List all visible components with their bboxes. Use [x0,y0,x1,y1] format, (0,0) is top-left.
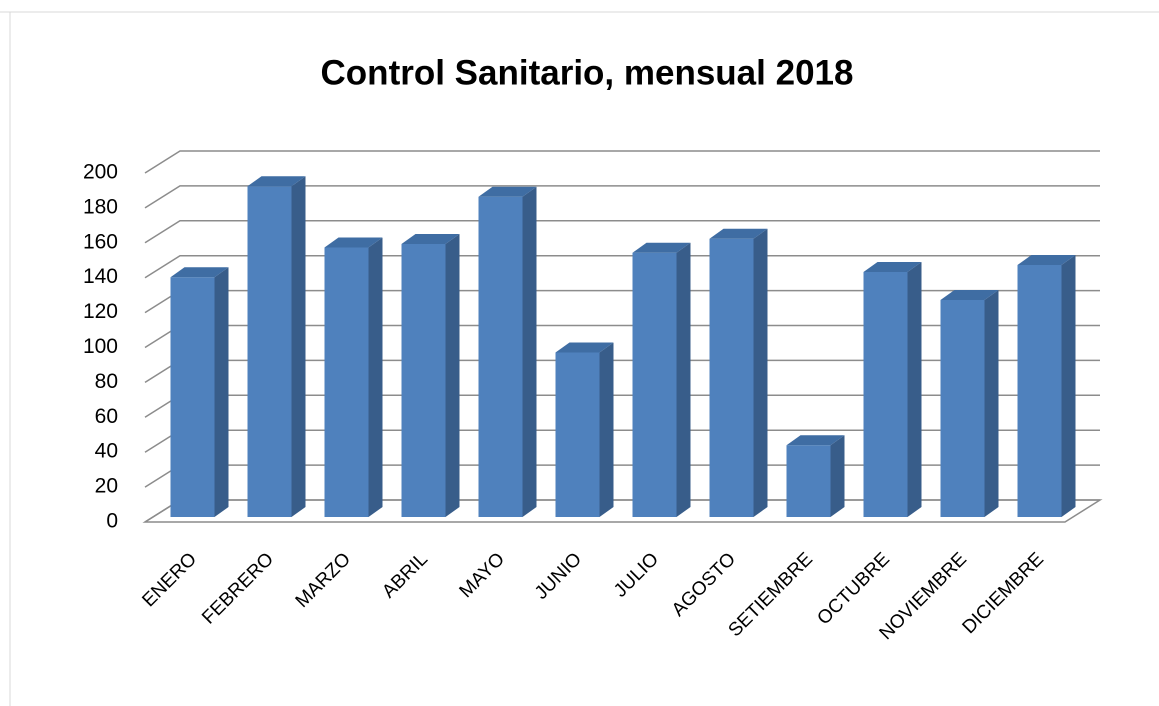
bar-front [863,272,908,517]
bar-top [1017,255,1076,265]
bar-top [632,242,691,253]
chart-title: Control Sanitario, mensual 2018 [321,53,854,92]
bar-front [170,277,215,517]
bar [709,228,768,517]
y-tick-label: 180 [83,195,118,218]
grid-line [144,220,1100,244]
bar-side [676,242,691,517]
bar-top [709,228,768,239]
y-tick-label: 200 [83,161,118,184]
bar-side [599,342,614,517]
bar-side [368,237,383,517]
y-tick-label: 60 [95,405,118,428]
bar-top [478,186,537,197]
bar-front [1017,265,1062,517]
bar [786,435,845,517]
bar [940,290,999,517]
bar-front [940,300,985,517]
grid-line [144,185,1100,209]
grid-line [144,150,1100,174]
bar [555,342,614,517]
y-tick-label: 0 [106,510,118,533]
bar [247,176,306,517]
bar-front [632,252,677,517]
bar [324,237,383,517]
bar-side [907,262,922,517]
y-tick-label: 120 [83,300,118,323]
y-tick-label: 20 [95,475,118,498]
bar [863,262,922,517]
bar [401,234,460,517]
bar-side [522,186,537,517]
bar-top [247,176,306,187]
bar-top [786,435,845,446]
y-tick-label: 100 [83,335,118,358]
bar-front [478,196,523,517]
bar [632,242,691,517]
bar-top [555,342,614,353]
bar [170,267,229,517]
bar-side [445,234,460,517]
bar-side [1061,255,1076,517]
y-tick-label: 160 [83,230,118,253]
bar-front [324,247,369,517]
bar-side [830,435,845,517]
bar-top [170,267,229,278]
bar-side [984,290,999,517]
bar-front [709,238,754,517]
bar-front [555,352,600,517]
bar [478,186,537,517]
grid-line [144,254,1100,279]
bar-top [940,290,999,300]
y-tick-label: 80 [95,370,118,393]
y-tick-label: 140 [83,265,118,288]
bar-top [324,237,383,248]
bar-side [214,267,229,517]
bar-front [401,244,446,517]
floor [142,499,1103,523]
bar [1017,255,1076,517]
bar-side [753,228,768,517]
y-tick-label: 40 [95,440,118,463]
bar-side [291,176,306,517]
bar-front [247,186,292,517]
bar-top [863,262,922,272]
bar-top [401,234,460,244]
bar-front [786,445,831,517]
